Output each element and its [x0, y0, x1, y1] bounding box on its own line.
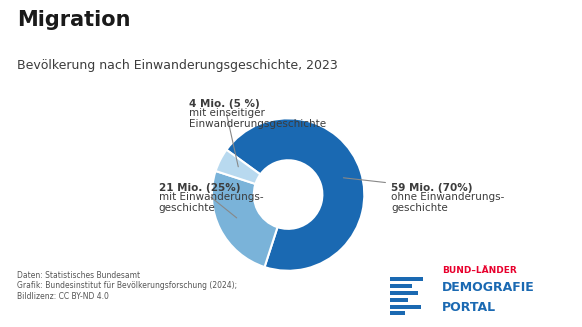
Text: 21 Mio. (25%): 21 Mio. (25%) [158, 183, 240, 218]
Bar [390, 284, 412, 287]
Text: PORTAL: PORTAL [442, 301, 496, 314]
Text: BUND–LÄNDER: BUND–LÄNDER [442, 266, 517, 275]
Bar [390, 298, 409, 302]
Bar [390, 311, 404, 315]
Text: 4 Mio. (5 %): 4 Mio. (5 %) [189, 99, 260, 167]
Bar [390, 277, 423, 281]
Bar [390, 305, 421, 309]
Text: mit einseitiger
Einwanderungsgeschichte: mit einseitiger Einwanderungsgeschichte [189, 108, 326, 129]
Text: Bevölkerung nach Einwanderungsgeschichte, 2023: Bevölkerung nach Einwanderungsgeschichte… [17, 59, 338, 72]
Wedge shape [212, 171, 278, 267]
Text: Migration: Migration [17, 10, 131, 30]
Text: DEMOGRAFIE: DEMOGRAFIE [442, 281, 535, 294]
Wedge shape [226, 118, 364, 271]
Wedge shape [215, 150, 260, 184]
Text: 59 Mio. (70%): 59 Mio. (70%) [343, 178, 473, 193]
Text: ohne Einwanderungs-
geschichte: ohne Einwanderungs- geschichte [391, 192, 505, 213]
Text: mit Einwanderungs-
geschichte: mit Einwanderungs- geschichte [158, 192, 263, 213]
Text: Daten: Statistisches Bundesamt
Grafik: Bundesinstitut für Bevölkerungsforschung : Daten: Statistisches Bundesamt Grafik: B… [17, 271, 237, 301]
Bar [390, 291, 418, 295]
Circle shape [254, 160, 322, 229]
